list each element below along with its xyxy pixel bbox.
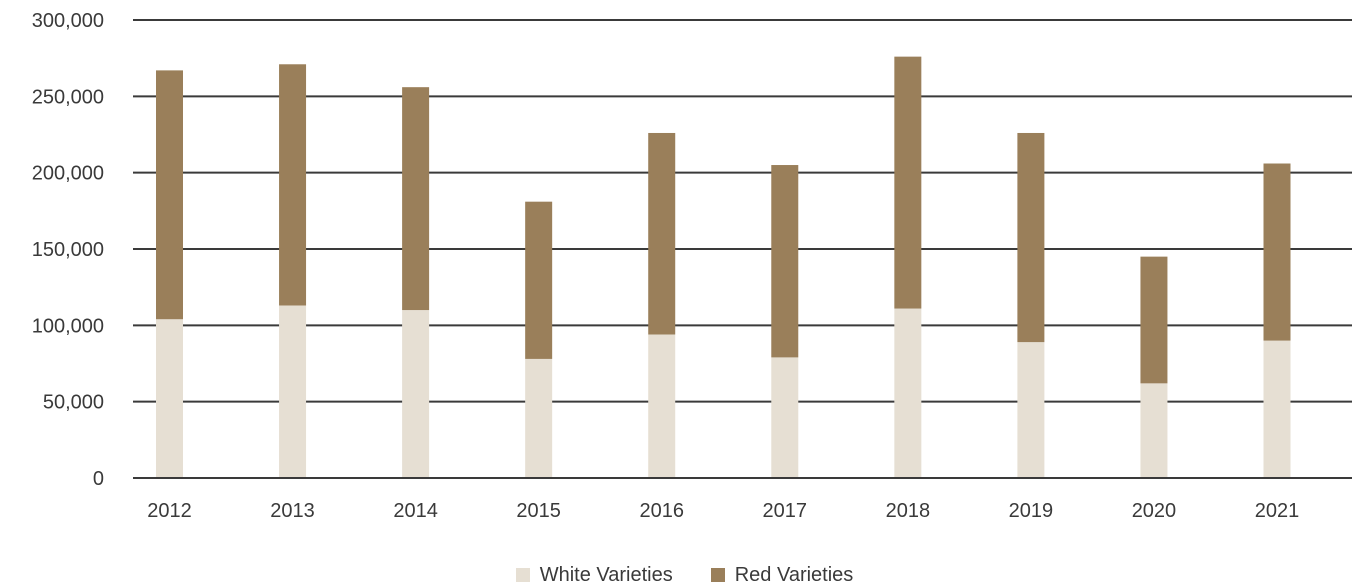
bar-2014-red [402,87,430,311]
bar-2020-red [1140,256,1168,384]
x-tick-label-2016: 2016 [639,500,684,522]
x-tick-label-2017: 2017 [763,500,808,522]
y-tick-label: 50,000 [43,392,104,414]
bar-2018-white [894,308,922,478]
y-tick-label: 100,000 [32,315,104,337]
bar-2016-red [648,132,676,335]
x-tick-label-2013: 2013 [270,500,315,522]
x-tick-label-2021: 2021 [1255,500,1300,522]
legend-label-white-varieties: White Varieties [539,563,673,586]
bar-2019-red [1017,132,1045,343]
bar-2012-white [156,319,183,478]
legend-swatch-red-varieties [710,568,725,582]
y-tick-label: 200,000 [32,163,104,185]
y-tick-label: 0 [93,468,104,490]
x-tick-label-2015: 2015 [516,500,561,522]
y-tick-label: 300,000 [32,10,104,32]
x-tick-label-2014: 2014 [393,500,438,522]
bar-2017-white [771,357,799,478]
x-axis: 2012 2013 2014 2015 2016 2017 2018 2019 2020 2021 [133,477,1352,522]
legend-item-red-varieties: Red Varieties [710,563,854,587]
x-tick-label-2018: 2018 [886,500,931,522]
bar-2012-red [156,70,183,320]
legend: White Varieties Red Varieties [0,562,1369,588]
bar-2019-white [1017,342,1045,478]
y-axis: 0 50,000 100,000 150,000 200,000 250,000 300,0… [32,10,104,490]
gridlines [133,19,1352,479]
x-tick-label-2012: 2012 [147,500,192,522]
bar-2021-red [1263,163,1291,341]
bar-2021-white [1263,340,1291,478]
stacked-bar-chart: 0 50,000 100,000 150,000 200,000 250,000 300,0… [32,10,1352,522]
legend-label-red-varieties: Red Varieties [734,563,854,586]
bar-2015-white [525,358,553,478]
bar-2013-white [279,305,307,478]
bar-2016-white [648,334,676,478]
legend-swatch-white-varieties [515,568,530,582]
x-tick-label-2020: 2020 [1132,500,1177,522]
x-tick-label-2019: 2019 [1009,500,1054,522]
bar-2015-red [525,201,553,359]
y-tick-label: 250,000 [32,86,104,108]
legend-item-white-varieties: White Varieties [515,563,673,587]
bar-2017-red [771,165,799,358]
y-tick-label: 150,000 [32,239,104,261]
bars [156,56,1291,478]
bar-2014-white [402,310,430,478]
bar-2013-red [279,64,307,306]
bar-2020-white [1140,383,1168,478]
bar-2018-red [894,56,922,309]
